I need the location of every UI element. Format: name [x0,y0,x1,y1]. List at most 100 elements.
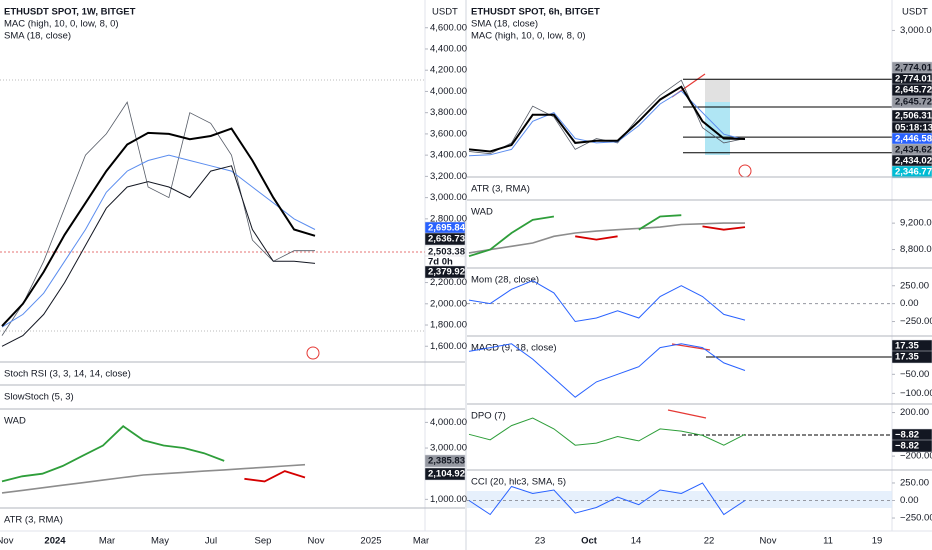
y-tick-label: 3,000.00 [430,192,467,203]
series-line [468,417,746,446]
y-tick-label: 9,200.00 [900,218,932,229]
y-tick-label: −250.00 [900,513,932,524]
price-tag-label: 2,695.84 [428,223,466,234]
x-tick-label: Oct [581,536,598,547]
x-tick-label: 14 [631,536,642,547]
trend-line [667,409,707,419]
pane-label: CCI (20, hlc3, SMA, 5) [471,477,566,488]
range-box [705,79,730,102]
pane-label: SlowStoch (5, 3) [4,392,74,403]
price-tag-label: 2,645.72 [895,85,932,96]
price-tag [891,95,932,109]
price-tag-label: −8.82 [895,430,919,441]
series-line [638,214,682,231]
pane-label: ATR (3, RMA) [471,184,530,195]
y-tick-label: 2,800.00 [430,213,467,224]
pane-label: WAD [4,416,26,427]
x-tick-label: 19 [872,536,883,547]
series-line [1,165,316,347]
pane-label: ATR (3, RMA) [4,515,63,526]
y-tick-label: −50.00 [900,369,929,380]
chart-title: ETHUSDT SPOT, 1W, BITGET [4,7,136,18]
price-tag-label: 2,506.31 [895,111,932,122]
pane-label: Mom (28, close) [471,275,539,286]
price-tag [424,265,466,279]
y-tick-label: 4,400.00 [430,43,467,54]
y-tick-label: 250.00 [900,477,929,488]
indicator-label: MAC (high, 10, 0, low, 8, 0) [471,31,586,42]
y-tick-label: 200.00 [900,407,929,418]
event-icon[interactable] [306,346,320,360]
y-tick-label: 3,000.00 [900,25,932,36]
y-tick-label: 3,800.00 [430,107,467,118]
series-line [1,154,316,328]
series-line [702,225,746,231]
series-line [468,215,555,258]
series-line [468,280,746,323]
y-tick-label: 1,000.00 [430,494,467,505]
y-tick-label: 8,800.00 [900,244,932,255]
pane-label: Stoch RSI (3, 3, 14, 14, close) [4,369,131,380]
price-tag-label: 2,379.92 [428,267,465,278]
x-tick-label: Nov [308,536,325,547]
x-tick-label: 11 [823,536,833,547]
y-tick-label: −250.00 [900,316,932,327]
price-tag-label: 2,774.01 [895,74,932,85]
y-tick-label: −100.00 [900,388,932,399]
price-tag-label: 2,346.77 [895,167,932,178]
y-tick-label: −200.00 [900,451,932,462]
price-tag-label: 17.35 [895,352,919,363]
x-tick-label: Nov [0,536,14,547]
indicator-label: MAC (high, 10, 0, low, 8, 0) [4,19,119,30]
price-tag-label: −8.82 [895,441,919,452]
price-tag-label: 2,636.73 [428,234,465,245]
price-tag-label: 2,774.01 [895,63,932,74]
series-line [468,90,746,157]
series-line [575,235,618,241]
price-tag-label: 2,645.72 [895,97,932,108]
currency-label: USDT [432,7,458,18]
y-tick-label: 0.00 [900,495,919,506]
y-tick-label: 1,600.00 [430,341,467,352]
x-tick-label: 2024 [44,536,66,547]
series-line [1,463,306,494]
x-tick-label: Nov [760,536,777,547]
price-tag-label: 17.35 [895,341,919,352]
price-tag-label: 2,446.58 [895,134,932,145]
price-tag [891,439,932,453]
series-line [468,343,746,398]
x-tick-label: 22 [704,536,715,547]
series-line [468,85,746,153]
y-tick-label: 250.00 [900,280,929,291]
y-tick-label: 3,000.00 [430,443,467,454]
y-tick-label: 3,200.00 [430,171,467,182]
chart-title: ETHUSDT SPOT, 6h, BITGET [471,7,600,18]
series-line [1,425,225,483]
x-tick-label: Mar [413,536,429,547]
price-tag [891,165,932,179]
indicator-label: SMA (18, close) [471,19,538,30]
y-tick-label: 4,600.00 [430,22,467,33]
cci-band [467,491,892,508]
x-tick-label: 23 [535,536,546,547]
y-tick-label: 3,600.00 [430,128,467,139]
y-tick-label: 3,400.00 [430,150,467,161]
price-tag [424,467,466,481]
price-tag [424,232,466,246]
x-tick-label: 2025 [360,536,381,547]
price-tag-label: 2,104.92 [428,469,465,480]
y-tick-label: 1,800.00 [430,320,467,331]
currency-label: USDT [902,7,928,18]
y-tick-label: 4,200.00 [430,65,467,76]
y-tick-label: 4,000.00 [430,417,467,428]
x-tick-label: Sep [255,536,272,547]
indicator-label: SMA (18, close) [4,31,71,42]
price-tag-label: 2,503.38 [428,247,465,258]
pane-label: WAD [471,207,493,218]
series-line [1,101,315,336]
price-tag-label: 2,434.02 [895,156,932,167]
x-tick-label: Mar [99,536,115,547]
series-line [244,470,306,483]
